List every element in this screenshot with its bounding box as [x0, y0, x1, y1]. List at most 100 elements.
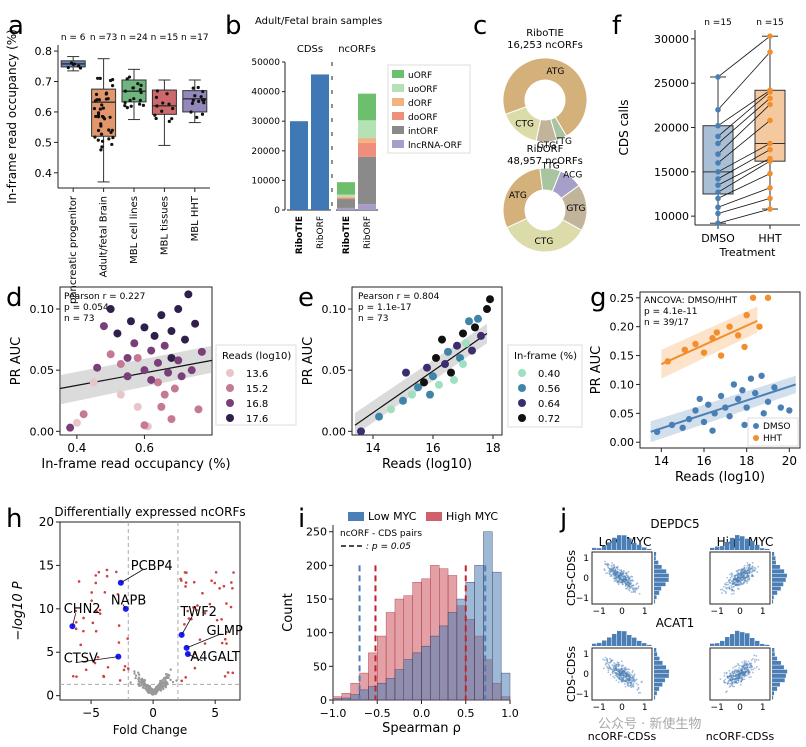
j-point [634, 591, 637, 594]
e-xtick-label: 18 [485, 441, 500, 455]
j-point [625, 579, 628, 582]
j-point [729, 581, 731, 584]
j-hist-top [720, 640, 725, 646]
j-hist-top [745, 633, 750, 646]
f-point-hht [767, 170, 773, 177]
panel-b-stacked-bars: Adult/Fetal brain samples CDSs ncORFs 0 1000… [251, 16, 471, 254]
j-point [612, 675, 615, 678]
a-point [100, 145, 104, 149]
e-point [471, 323, 479, 332]
j-point [722, 585, 725, 588]
a-point [101, 106, 105, 110]
h-point-sig [94, 574, 98, 577]
h-point-ns [133, 670, 136, 673]
j-point [724, 678, 727, 681]
f-point-dmso [715, 74, 721, 80]
j-xtick-label: −1 [593, 607, 606, 617]
h-point-sig [74, 620, 78, 624]
j-point [625, 679, 628, 682]
a-point [93, 135, 97, 139]
j-point [731, 678, 734, 681]
j-hist-top [627, 538, 632, 550]
e-point [423, 363, 431, 372]
d-point [66, 423, 75, 432]
d-point [157, 311, 166, 320]
h-gene-label: A4GALT [190, 650, 240, 665]
j-point [748, 567, 750, 570]
j-point [620, 678, 623, 681]
j-point [721, 592, 723, 595]
j-point [607, 663, 610, 666]
i-bar-low [465, 582, 475, 701]
j-point [740, 583, 743, 586]
j-hist-top [637, 640, 642, 646]
j-point [622, 672, 625, 675]
j-point [733, 675, 736, 678]
f-point-dmso [715, 106, 721, 113]
panel-a-box-plot: 0.4 0.5 0.6 0.7 0.8 In-frame read occupancy (… [5, 29, 210, 304]
j-point [609, 657, 612, 660]
d-fit-line [59, 359, 213, 390]
d-legend-label: 13.6 [246, 369, 268, 380]
h-point-ns [137, 673, 141, 676]
i-ytick-label: 250 [306, 526, 327, 539]
a-category-label: MBL HHT [190, 195, 201, 241]
j-point [606, 562, 609, 565]
j-point [627, 570, 630, 573]
d-stat: p = 0.054 [64, 303, 109, 313]
j-point [633, 673, 636, 676]
j-hist-top [760, 643, 765, 646]
d-ytick-label: 0.10 [30, 303, 55, 316]
d-point [187, 366, 196, 375]
j-point [637, 686, 640, 689]
j-point [617, 665, 620, 668]
j-point [612, 668, 615, 671]
e-xlabel: Reads (log10) [382, 457, 472, 472]
h-point-sig [192, 580, 196, 584]
i-bar-low [492, 571, 502, 701]
panel-label-f: f [612, 11, 622, 41]
j-point [734, 665, 736, 668]
j-point [613, 575, 616, 578]
panel-i-histogram: 0 50 100 150 200 250 −1.0 −0.5 0.0 0.5 1.0 Count Spe… [281, 510, 519, 736]
d-legend-title: Reads (log10) [222, 351, 291, 362]
d-legend-label: 15.2 [246, 384, 268, 395]
h-gene-leader [72, 613, 77, 627]
j-point [622, 578, 624, 581]
j-ytick-label: −1 [576, 690, 589, 700]
j-point [634, 589, 637, 592]
g-xlabel: Reads (log10) [675, 470, 765, 485]
i-ytick-label: 100 [306, 627, 327, 640]
j-hist-right [772, 565, 781, 569]
j-point [731, 574, 733, 577]
g-point-hht [756, 323, 763, 330]
h-point-sig [218, 587, 221, 590]
j-hist-top [765, 548, 770, 550]
e-point [468, 346, 476, 355]
a-point [110, 128, 114, 132]
d-point [197, 347, 206, 356]
j-xtick-label: 0 [619, 607, 625, 617]
d-point [194, 405, 203, 414]
e-stat: p = 1.1e-17 [358, 303, 412, 313]
a-ylabel: In-frame read occupancy (%) [5, 29, 19, 204]
j-point [748, 566, 751, 569]
h-point-sig [74, 609, 78, 613]
b-ncorf-segment [337, 196, 355, 198]
j-point [729, 679, 732, 682]
a-point [202, 101, 206, 105]
j-point [613, 666, 616, 669]
j-point [754, 567, 757, 570]
f-pair-line [717, 91, 771, 137]
h-point-sig [231, 586, 234, 590]
j-point [744, 578, 747, 580]
j-point [609, 673, 612, 676]
j-point [606, 666, 609, 669]
j-point [745, 572, 748, 574]
j-point [608, 667, 611, 670]
j-hist-top [765, 644, 770, 646]
j-point [618, 676, 621, 679]
f-point-dmso [715, 140, 721, 147]
j-point [741, 568, 744, 571]
j-point [610, 660, 613, 663]
